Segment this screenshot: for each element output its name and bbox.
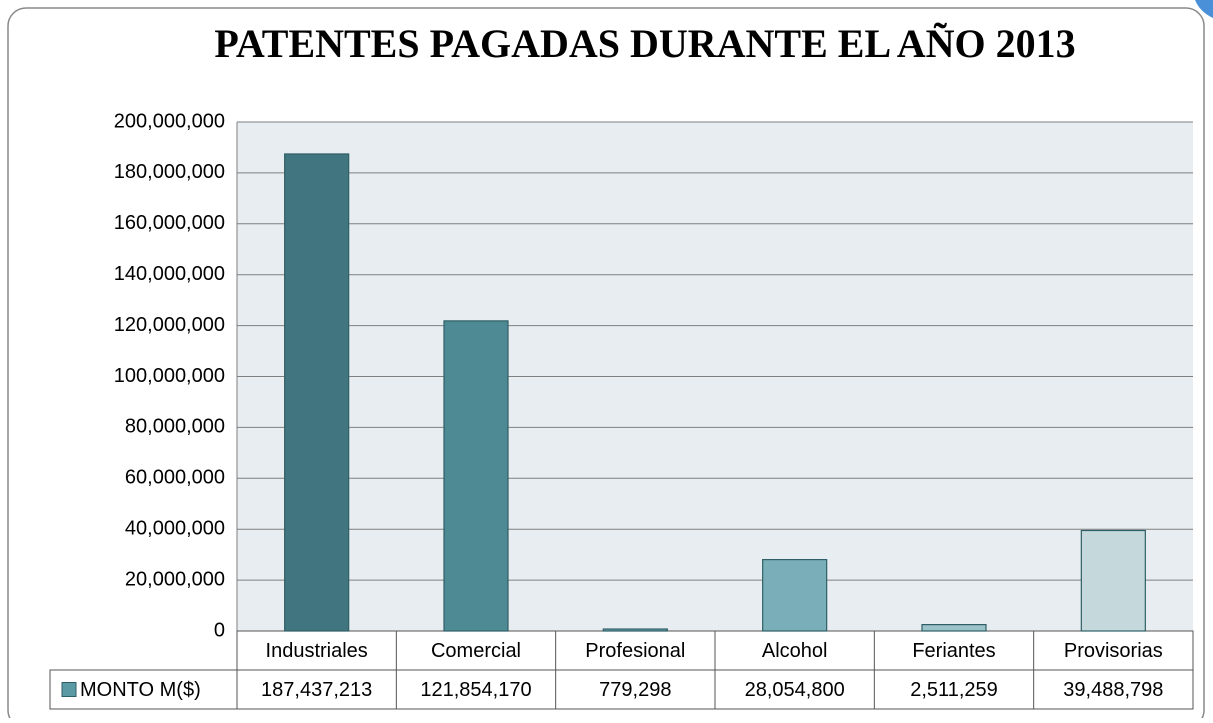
y-tick-label: 60,000,000 [125,467,225,489]
y-tick-label: 100,000,000 [114,365,225,387]
x-tick-label: Comercial [431,640,521,662]
bar [443,320,509,632]
x-tick-label: Provisorias [1064,640,1163,662]
data-table-value: 39,488,798 [1063,679,1163,701]
y-tick-label: 180,000,000 [114,161,225,183]
data-table-value: 779,298 [599,679,671,701]
data-table-value: 28,054,800 [745,679,845,701]
data-table-legend-cell [49,669,238,710]
y-tick-label: 120,000,000 [114,314,225,336]
y-tick-label: 0 [214,619,225,641]
bar [762,559,828,632]
y-tick-label: 20,000,000 [125,568,225,590]
chart-title: PATENTES PAGADAS DURANTE EL AÑO 2013 [214,21,1075,66]
bar [921,624,987,632]
legend-label: MONTO M($) [80,679,201,701]
data-table-value: 121,854,170 [420,679,531,701]
x-tick-label: Industriales [266,640,368,662]
bar [1080,529,1146,632]
bar [602,628,668,632]
y-tick-label: 140,000,000 [114,263,225,285]
x-tick-label: Profesional [585,640,685,662]
x-tick-label: Feriantes [912,640,995,662]
x-tick-label: Alcohol [762,640,828,662]
y-tick-label: 40,000,000 [125,517,225,539]
data-table-value: 2,511,259 [910,679,998,701]
bar [284,153,350,632]
y-tick-label: 200,000,000 [114,110,225,132]
legend-key [61,682,77,697]
y-tick-label: 160,000,000 [114,212,225,234]
y-tick-label: 80,000,000 [125,416,225,438]
corner-decoration [1195,0,1213,18]
data-table-value: 187,437,213 [261,679,372,701]
